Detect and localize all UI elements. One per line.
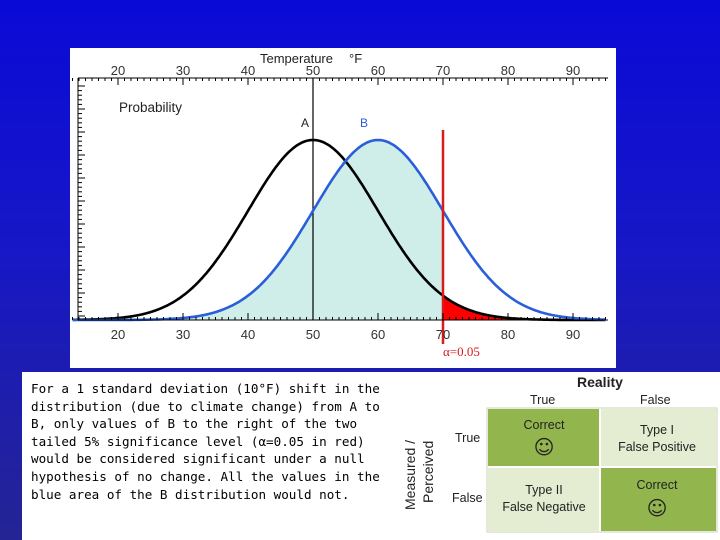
curve-b-label: B <box>360 116 368 130</box>
cell-true-false-label-1: Type I <box>640 423 674 437</box>
error-type-matrix: Reality True False Measured / Perceived … <box>400 372 720 540</box>
y-axis-label: Probability <box>119 100 182 115</box>
alpha-tail-fill <box>443 295 606 320</box>
caption-text: For a 1 standard deviation (10°F) shift … <box>22 372 400 540</box>
top-tick-label: 80 <box>501 63 515 78</box>
cell-false-true-label-2: False Negative <box>502 500 585 514</box>
cell-true-false-label-2: False Positive <box>618 440 696 454</box>
bottom-tick-label: 90 <box>566 327 580 342</box>
cell-false-true-label-1: Type II <box>525 483 563 497</box>
chart-axes <box>72 77 608 321</box>
bottom-tick-label: 60 <box>371 327 385 342</box>
smiley-icon: ☺ <box>534 435 555 459</box>
bottom-tick-label: 50 <box>306 327 320 342</box>
bottom-tick-label: 70 <box>436 327 450 342</box>
cell-true-true-label: Correct <box>524 418 566 432</box>
curve-a-line <box>72 138 606 322</box>
cell-false-false-label: Correct <box>637 478 679 492</box>
row-header-false: False <box>452 491 483 505</box>
curve-a-label: A <box>301 116 309 130</box>
bottom-tick-label: 20 <box>111 327 125 342</box>
reality-title: Reality <box>577 374 623 390</box>
top-tick-label: 30 <box>176 63 190 78</box>
top-axis-title: Temperature <box>260 51 333 66</box>
column-header-false: False <box>640 393 671 407</box>
top-axis-unit: °F <box>349 51 362 66</box>
tick-labels: 20 20 30 30 40 40 50 50 60 60 70 70 80 80 90 90 <box>111 63 580 342</box>
alpha-label: α=0.05 <box>443 344 480 359</box>
cell-false-false <box>601 468 716 531</box>
bottom-tick-label: 80 <box>501 327 515 342</box>
top-tick-label: 70 <box>436 63 450 78</box>
top-tick-label: 90 <box>566 63 580 78</box>
column-header-true: True <box>530 393 555 407</box>
bottom-tick-label: 40 <box>241 327 255 342</box>
top-tick-label: 60 <box>371 63 385 78</box>
distribution-chart: 20 20 30 30 40 40 50 50 60 60 70 70 80 80 90 90 Tempera… <box>70 48 616 368</box>
smiley-icon: ☺ <box>647 496 668 520</box>
top-tick-label: 40 <box>241 63 255 78</box>
row-axis-label-measured: Measured / <box>402 440 418 510</box>
row-header-true: True <box>455 431 480 445</box>
row-axis-label-perceived: Perceived <box>420 441 436 503</box>
top-tick-label: 50 <box>306 63 320 78</box>
cell-false-true <box>488 468 599 531</box>
bottom-tick-label: 30 <box>176 327 190 342</box>
curve-b-line <box>72 138 606 322</box>
curve-b-fill <box>72 140 443 320</box>
cell-true-true <box>488 409 599 466</box>
cell-true-false <box>601 409 716 466</box>
top-tick-label: 20 <box>111 63 125 78</box>
